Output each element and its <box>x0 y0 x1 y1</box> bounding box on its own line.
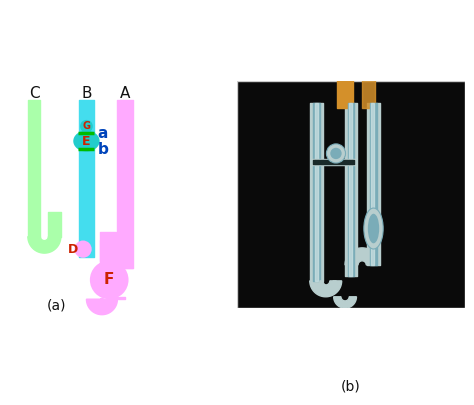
Text: (b): (b) <box>341 380 361 394</box>
Ellipse shape <box>368 214 379 243</box>
Text: B: B <box>81 86 91 101</box>
Text: a: a <box>98 126 108 141</box>
Text: F: F <box>104 272 114 288</box>
Text: b: b <box>98 141 109 157</box>
Text: E: E <box>82 134 91 147</box>
Polygon shape <box>28 237 61 253</box>
Polygon shape <box>310 281 342 297</box>
Polygon shape <box>86 298 118 315</box>
Polygon shape <box>100 252 133 269</box>
Polygon shape <box>334 297 356 308</box>
Ellipse shape <box>73 130 100 151</box>
Polygon shape <box>345 248 379 265</box>
Polygon shape <box>320 281 336 289</box>
Text: C: C <box>29 86 39 101</box>
FancyBboxPatch shape <box>237 81 465 308</box>
Text: (a): (a) <box>47 298 67 312</box>
Text: D: D <box>68 243 78 256</box>
Circle shape <box>90 260 128 299</box>
Ellipse shape <box>364 208 383 249</box>
Circle shape <box>327 144 346 163</box>
Circle shape <box>330 148 342 159</box>
Text: A: A <box>120 86 130 101</box>
Circle shape <box>74 241 91 258</box>
Text: G: G <box>82 121 91 131</box>
Circle shape <box>80 120 93 133</box>
